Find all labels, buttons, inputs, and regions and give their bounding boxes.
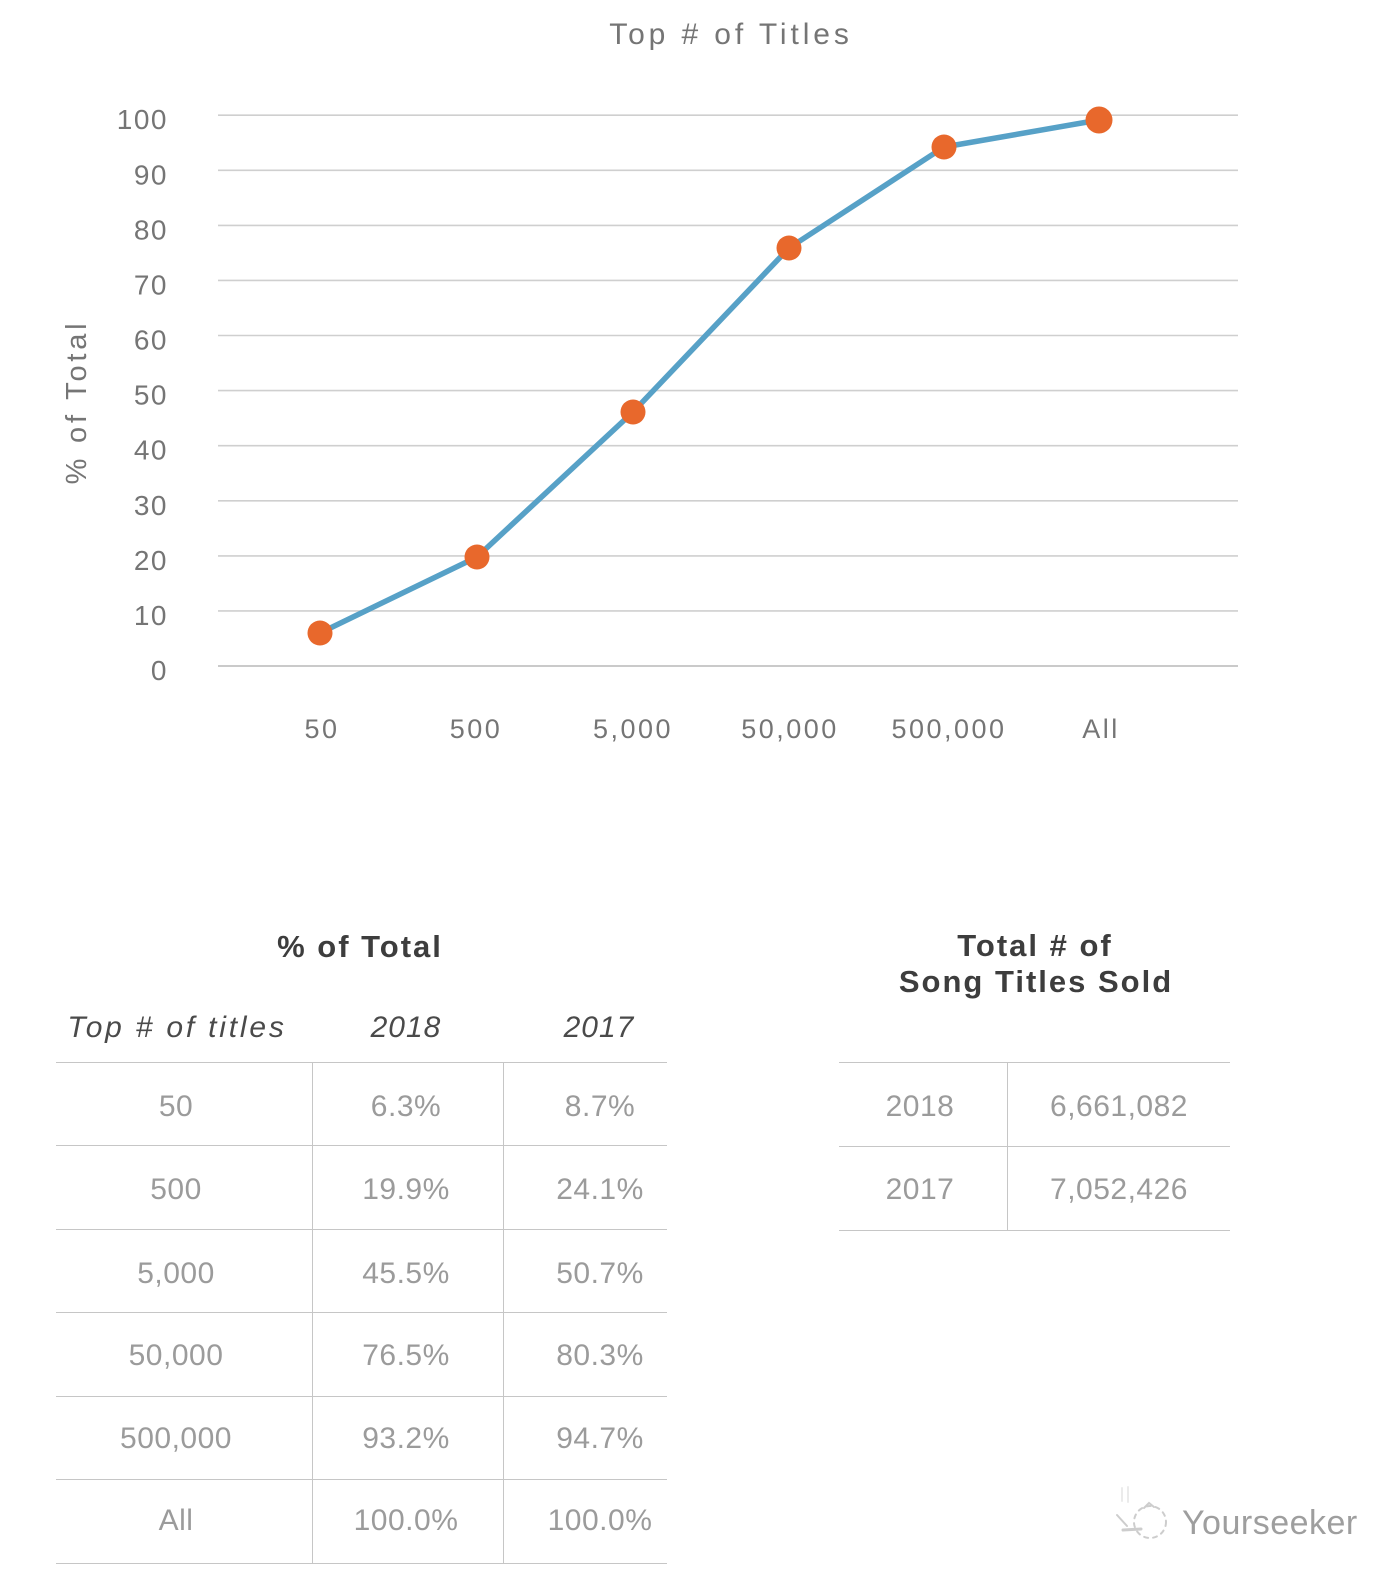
svg-text:500: 500 <box>450 714 503 744</box>
svg-text:100: 100 <box>117 104 168 135</box>
svg-text:90: 90 <box>134 159 168 190</box>
svg-text:30: 30 <box>134 490 168 521</box>
svg-text:50: 50 <box>134 380 168 411</box>
svg-text:5,000: 5,000 <box>593 714 673 744</box>
svg-text:All: All <box>1082 714 1120 744</box>
svg-text:20: 20 <box>134 545 168 576</box>
svg-text:40: 40 <box>134 435 168 466</box>
svg-text:50: 50 <box>304 714 339 744</box>
svg-text:500,000: 500,000 <box>891 714 1006 744</box>
svg-text:80: 80 <box>134 214 168 245</box>
svg-text:50,000: 50,000 <box>741 714 839 744</box>
svg-text:Yourseeker: Yourseeker <box>1182 1504 1358 1542</box>
svg-text:70: 70 <box>134 269 168 300</box>
svg-text:0: 0 <box>151 655 168 686</box>
svg-text:60: 60 <box>134 325 168 356</box>
svg-text:10: 10 <box>134 600 168 631</box>
svg-text:Top # of Titles: Top # of Titles <box>609 18 853 51</box>
svg-text:% of Total: % of Total <box>61 320 93 485</box>
